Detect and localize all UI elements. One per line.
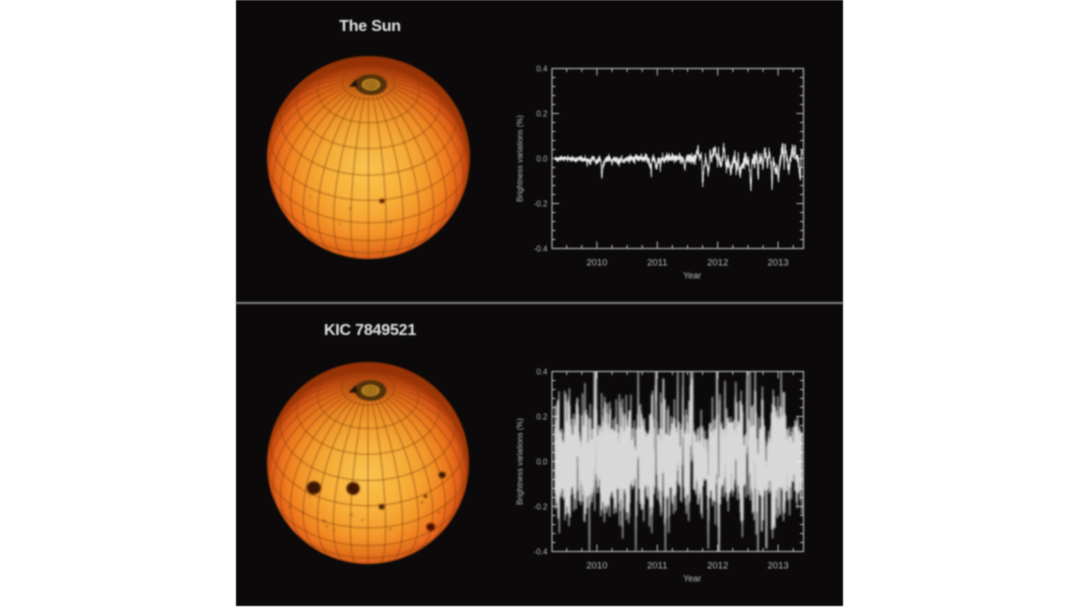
svg-text:2010: 2010 [586,561,607,572]
svg-text:-0.4: -0.4 [534,547,548,556]
svg-text:0.0: 0.0 [536,457,548,466]
svg-text:0.4: 0.4 [536,64,548,73]
svg-text:0.2: 0.2 [536,109,548,118]
svg-text:2011: 2011 [647,561,667,572]
svg-text:2013: 2013 [768,258,789,269]
svg-text:-0.4: -0.4 [534,244,548,253]
svg-text:2012: 2012 [707,258,728,269]
svg-text:-0.2: -0.2 [534,502,548,511]
svg-text:0.0: 0.0 [536,154,548,163]
svg-text:Year: Year [683,271,701,281]
svg-text:2011: 2011 [647,258,667,269]
svg-text:-0.2: -0.2 [534,199,548,208]
svg-text:Year: Year [683,574,701,584]
svg-text:2010: 2010 [586,258,607,269]
svg-text:2012: 2012 [707,561,728,572]
svg-text:0.4: 0.4 [536,367,548,376]
svg-text:2013: 2013 [768,561,789,572]
svg-text:Brightness variations (%): Brightness variations (%) [516,418,525,505]
svg-text:Brightness variations (%): Brightness variations (%) [516,115,525,202]
svg-text:0.2: 0.2 [536,412,548,421]
